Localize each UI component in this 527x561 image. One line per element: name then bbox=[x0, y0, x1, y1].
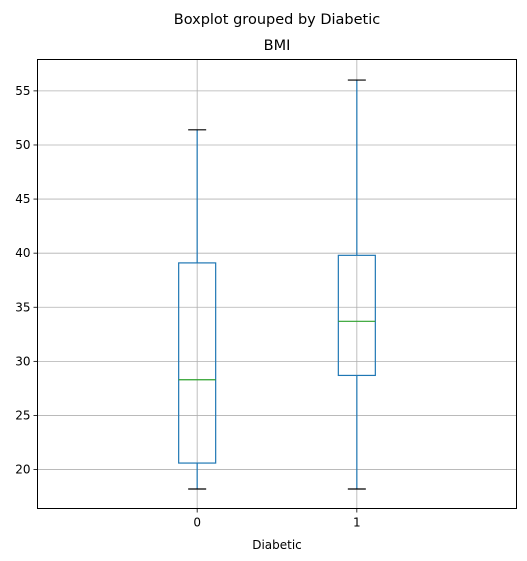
chart-suptitle: Boxplot grouped by Diabetic bbox=[174, 12, 381, 28]
box-layer bbox=[178, 79, 376, 490]
y-tick-label: 25 bbox=[15, 408, 30, 422]
y-tick-label: 20 bbox=[15, 463, 30, 477]
axes-frame bbox=[37, 59, 517, 509]
x-tick-label: 0 bbox=[193, 516, 201, 530]
x-tick-label: 1 bbox=[353, 516, 361, 530]
box-iqr bbox=[337, 254, 376, 377]
chart-title: BMI bbox=[264, 38, 291, 54]
box-iqr bbox=[178, 262, 217, 464]
tick-layer: 20 25 30 35 40 45 50 55 0 1 bbox=[15, 84, 360, 530]
y-tick-label: 40 bbox=[15, 246, 30, 260]
y-tick-label: 35 bbox=[15, 300, 30, 314]
y-tick-label: 50 bbox=[15, 138, 30, 152]
grid-layer bbox=[37, 59, 517, 509]
x-axis-label: Diabetic bbox=[252, 538, 302, 552]
y-tick-label: 45 bbox=[15, 192, 30, 206]
y-tick-label: 30 bbox=[15, 354, 30, 368]
y-tick-label: 55 bbox=[15, 84, 30, 98]
